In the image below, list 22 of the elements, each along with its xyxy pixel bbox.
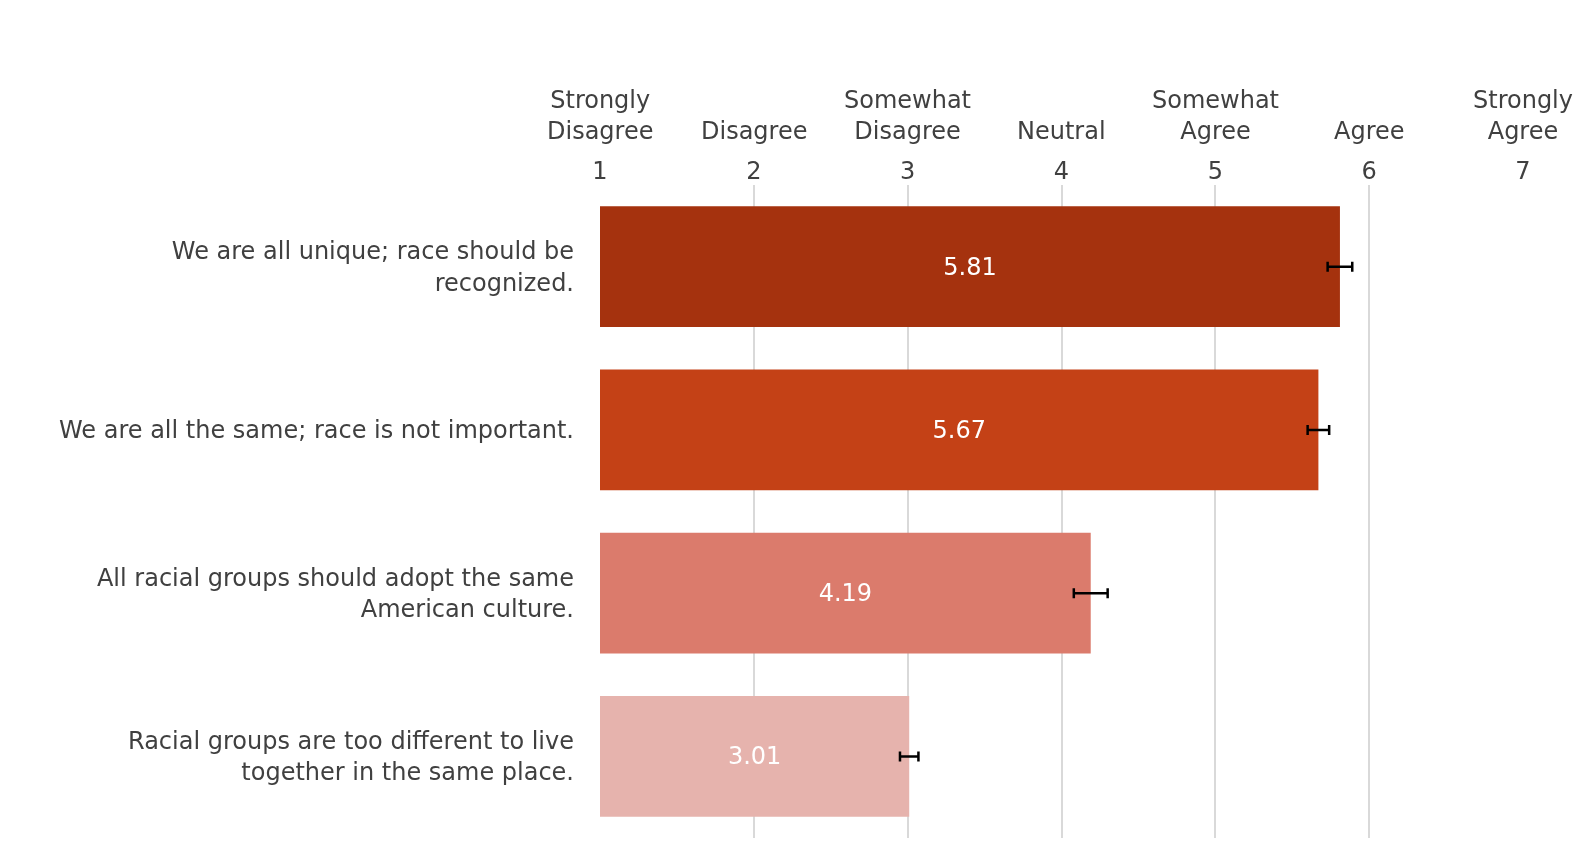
text: Agree <box>1334 117 1405 145</box>
x-tick-label: 5 <box>1207 157 1223 186</box>
text: Neutral <box>1017 117 1106 145</box>
text: Somewhat Agree <box>1152 86 1280 146</box>
y-tick-label: All racial groups should adopt the same American culture. <box>96 563 574 624</box>
x-tick-label: 6 <box>1361 157 1377 186</box>
text: Strongly Agree <box>1473 86 1573 146</box>
x-tick-label: 1 <box>592 157 608 186</box>
x-tick-label: 2 <box>746 157 762 186</box>
y-tick-label: Racial groups are too different to live together in the same place. <box>128 727 574 787</box>
text: Somewhat Disagree <box>844 86 972 146</box>
text: Strongly Disagree <box>547 86 654 146</box>
data-label: 5.67 <box>932 415 986 444</box>
text: Disagree <box>701 117 808 145</box>
y-tick-label: We are all the same; race is not important. <box>58 416 574 445</box>
data-label: 3.01 <box>727 742 782 771</box>
x-tick-label: 4 <box>1053 157 1070 186</box>
x-tick-label: 3 <box>900 157 916 186</box>
y-tick-label: We are all unique; race should be recognized. <box>171 237 574 297</box>
data-label: 4.19 <box>818 579 873 608</box>
x-tick-label: 7 <box>1515 157 1531 186</box>
data-label: 5.81 <box>943 252 997 281</box>
